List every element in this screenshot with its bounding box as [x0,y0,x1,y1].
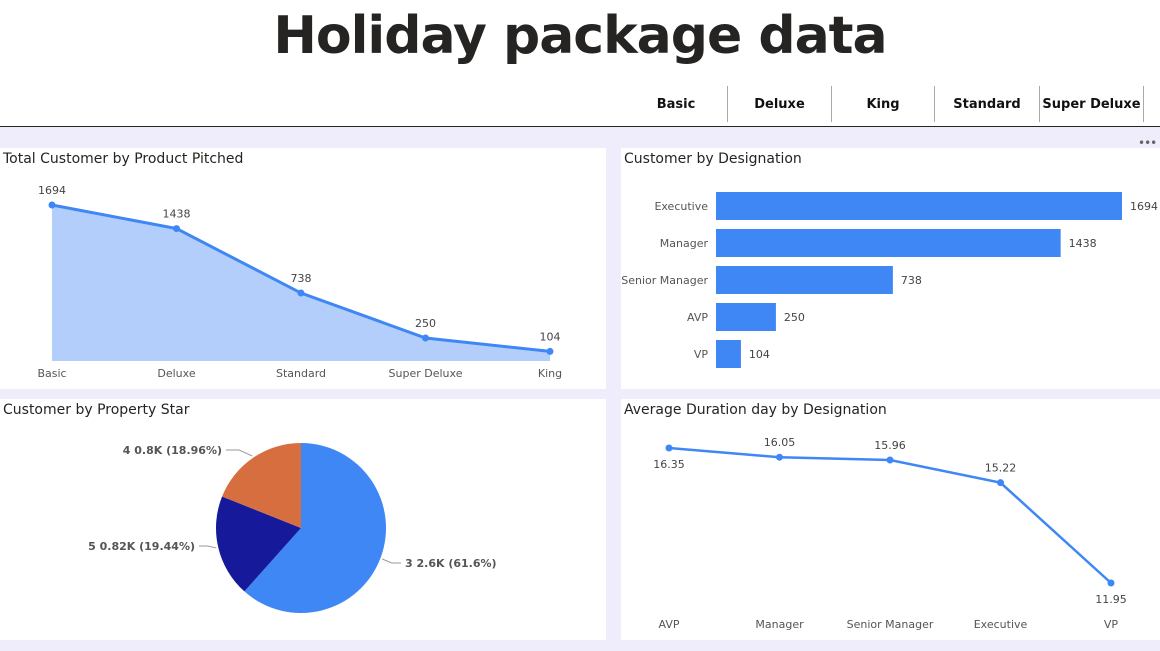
x-tick-label: Manager [755,618,804,631]
data-label: 1694 [38,184,66,197]
data-label: 738 [901,274,922,287]
x-tick-label: King [538,367,562,380]
data-label: 16.05 [764,436,796,449]
slicer-deluxe[interactable]: Deluxe [728,86,832,122]
bar [716,303,776,331]
slice-label: 4 0.8K (18.96%) [123,444,222,457]
slicer-standard[interactable]: Standard [935,86,1040,122]
y-tick-label: VP [694,348,709,361]
data-label: 1438 [163,208,191,221]
panel-designation[interactable]: Customer by Designation Executive 1694 Man… [621,148,1160,389]
bar [716,192,1122,220]
pie-slice [244,443,386,613]
data-point [297,289,305,297]
y-tick-label: Executive [654,200,708,213]
bar [716,229,1061,257]
data-point [1107,579,1115,587]
x-tick-label: VP [1104,618,1119,631]
header-divider [0,126,1160,127]
duration-line-chart: 16.35 AVP 16.05 Manager 15.96 Senior Manager 1… [653,436,1127,631]
area-fill [52,205,550,361]
slicer-basic[interactable]: Basic [625,86,728,122]
chart-title: Total Customer by Product Pitched [3,151,244,167]
leader-line [199,545,217,549]
data-label: 104 [540,330,561,343]
page-title: Holiday package data [273,6,887,66]
product-slicer: Basic Deluxe King Standard Super Deluxe [625,86,1144,122]
data-label: 250 [415,317,436,330]
pie-slice [216,496,301,592]
data-label: 16.35 [653,458,685,471]
y-tick-label: AVP [687,311,708,324]
more-options-icon[interactable]: ••• [1138,136,1157,150]
panel-product-pitched[interactable]: Total Customer by Product Pitched 1694 Ba… [0,148,606,389]
data-label: 11.95 [1095,593,1127,606]
data-label: 104 [749,348,770,361]
data-point [173,225,180,233]
product-area-chart: 1694 Basic 1438 Deluxe 738 Standard 250 Super D… [37,184,562,380]
chart-title: Customer by Property Star [3,402,190,418]
chart-title: Customer by Designation [624,151,802,167]
data-point [422,334,429,342]
data-label: 15.96 [874,439,906,452]
slicer-super-deluxe[interactable]: Super Deluxe [1040,86,1144,122]
bar [716,340,741,368]
x-tick-label: Super Deluxe [389,367,463,380]
designation-bar-chart: Executive 1694 Manager 1438 Senior Manager 73… [621,192,1158,368]
data-point [776,453,783,461]
data-label: 1438 [1069,237,1097,250]
slice-label: 3 2.6K (61.6%) [405,557,497,570]
series-line [668,446,1112,584]
x-tick-label: Basic [37,367,66,380]
data-point [997,479,1004,487]
data-label: 1694 [1130,200,1158,213]
star-pie-chart: 3 2.6K (61.6%) 5 0.82K (19.44%) 4 0.8K (18… [88,443,497,613]
data-label: 250 [784,311,805,324]
data-label: 738 [291,272,312,285]
slice-label: 5 0.82K (19.44%) [88,540,195,553]
data-point [48,201,56,209]
x-tick-label: Executive [974,618,1028,631]
data-point [665,444,673,452]
chart-title: Average Duration day by Designation [624,402,887,418]
data-point [886,456,894,464]
leader-line [382,558,401,564]
y-tick-label: Senior Manager [621,274,708,287]
x-tick-label: Standard [276,367,326,380]
x-tick-label: Deluxe [157,367,195,380]
panel-duration[interactable]: Average Duration day by Designation 16.3… [621,399,1160,640]
panel-property-star[interactable]: Customer by Property Star 3 2.6K (61.6%)… [0,399,606,640]
x-tick-label: Senior Manager [847,618,934,631]
data-label: 15.22 [985,462,1017,475]
data-point [546,347,554,355]
y-tick-label: Manager [660,237,709,250]
leader-line [226,449,253,457]
pie-slice [222,443,301,528]
slicer-king[interactable]: King [832,86,935,122]
bar [716,266,893,294]
x-tick-label: AVP [659,618,680,631]
